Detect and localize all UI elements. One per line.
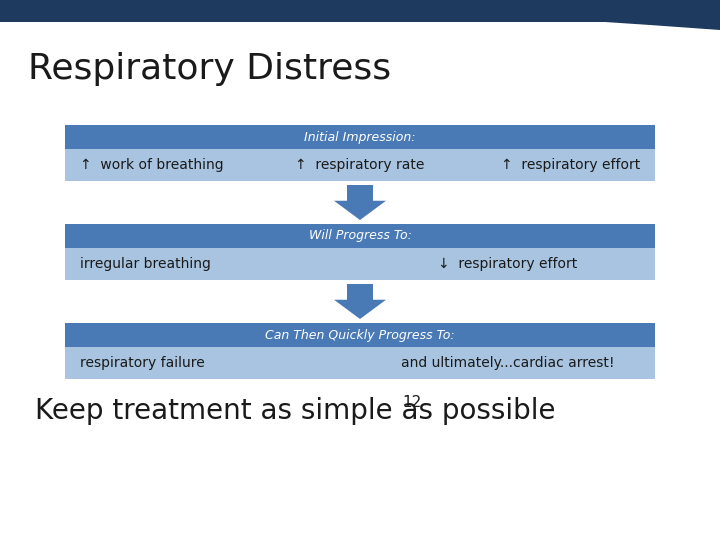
Text: and ultimately...cardiac arrest!: and ultimately...cardiac arrest!: [401, 356, 614, 370]
Text: ↑  work of breathing: ↑ work of breathing: [80, 158, 224, 172]
Bar: [65, 323, 655, 347]
Bar: [65, 125, 655, 149]
Text: ↑  respiratory effort: ↑ respiratory effort: [500, 158, 640, 172]
Text: 12: 12: [402, 395, 421, 410]
Polygon shape: [334, 284, 386, 319]
Bar: [65, 149, 655, 181]
Text: Keep treatment as simple as possible: Keep treatment as simple as possible: [35, 397, 556, 425]
Text: irregular breathing: irregular breathing: [80, 257, 211, 271]
Text: Will Progress To:: Will Progress To:: [309, 230, 411, 242]
Text: ↑  respiratory rate: ↑ respiratory rate: [295, 158, 425, 172]
Text: Initial Impression:: Initial Impression:: [305, 131, 415, 144]
Bar: [65, 347, 655, 379]
Text: Respiratory Distress: Respiratory Distress: [28, 52, 391, 86]
Text: ↓  respiratory effort: ↓ respiratory effort: [438, 257, 577, 271]
Text: Can Then Quickly Progress To:: Can Then Quickly Progress To:: [265, 328, 455, 341]
Bar: [65, 248, 655, 280]
Polygon shape: [334, 185, 386, 220]
Text: respiratory failure: respiratory failure: [80, 356, 204, 370]
Bar: [65, 224, 655, 248]
Polygon shape: [0, 0, 720, 30]
Bar: [0, 0, 720, 22]
